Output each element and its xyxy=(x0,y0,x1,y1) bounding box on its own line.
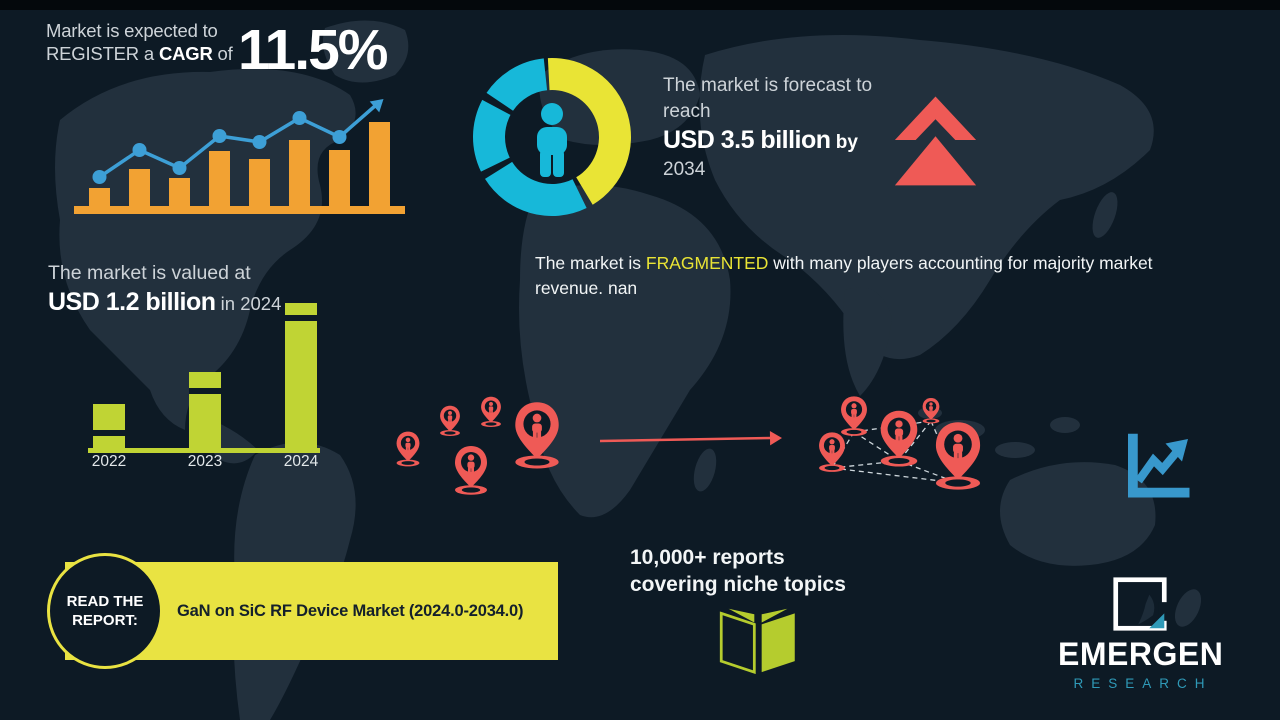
value-bar-stripe xyxy=(285,315,317,321)
top-border-strip xyxy=(0,0,1280,10)
trend-dot xyxy=(132,143,147,157)
person-icon xyxy=(537,103,567,177)
forecast-intro: The market is forecast to reach xyxy=(663,75,873,122)
value-chart-baseline xyxy=(88,448,320,453)
donut-segments xyxy=(473,58,631,216)
market-value-bar-chart: 2022 2023 2024 xyxy=(88,296,338,474)
donut-segment xyxy=(486,58,548,111)
forecast-section: The market is forecast to reach USD 3.5 … xyxy=(663,73,913,181)
value-bar-stripe xyxy=(189,388,221,394)
cagr-caption-line1: Market is expected to xyxy=(46,20,218,41)
trend-bar xyxy=(129,169,150,206)
donut-segment xyxy=(473,99,511,172)
valuation-suffix: in 2024 xyxy=(215,293,282,314)
reports-line1: 10,000+ reports xyxy=(630,546,785,569)
logo-subtitle: RESEARCH xyxy=(1073,676,1213,691)
value-year-label: 2024 xyxy=(283,453,319,470)
trend-arrowhead xyxy=(369,99,384,113)
donut-segment xyxy=(485,161,587,216)
cagr-value: 11.5% xyxy=(238,18,388,82)
read-report-badge[interactable]: READ THE REPORT: xyxy=(47,553,163,669)
trend-bar xyxy=(209,151,230,206)
trend-dot xyxy=(332,130,347,144)
cagr-caption-line2-post: of xyxy=(212,42,233,64)
forecast-by: by xyxy=(830,132,858,154)
value-bar xyxy=(285,303,317,448)
trend-baseline xyxy=(74,206,405,214)
value-bar xyxy=(189,372,221,448)
cagr-caption-line2-bold: CAGR xyxy=(158,42,213,64)
fragmented-post: with many players accounting for majorit… xyxy=(535,252,1153,298)
cagr-section: Market is expected to REGISTER a CAGR of… xyxy=(46,18,388,82)
cagr-caption: Market is expected to REGISTER a CAGR of xyxy=(46,20,238,65)
trend-dot xyxy=(212,129,227,143)
trend-dot xyxy=(292,111,307,125)
value-year-label: 2022 xyxy=(91,453,127,470)
fragmented-statement: The market is FRAGMENTED with many playe… xyxy=(535,251,1215,302)
trend-bar xyxy=(89,188,110,206)
fragmented-highlight: FRAGMENTED xyxy=(645,252,769,273)
trend-dot xyxy=(92,170,107,184)
read-report-label: READ THE REPORT: xyxy=(66,592,144,630)
reports-count-section: 10,000+ reports covering niche topics xyxy=(630,545,846,599)
fragmented-pre: The market is xyxy=(535,252,646,273)
trend-bar xyxy=(369,122,390,206)
trend-bar xyxy=(249,159,270,206)
trend-dot xyxy=(252,135,267,149)
cagr-caption-line2-pre: REGISTER a xyxy=(46,42,159,64)
market-share-donut-chart xyxy=(473,58,631,216)
double-up-arrow-icon xyxy=(894,96,977,186)
forecast-value: USD 3.5 billion xyxy=(663,126,831,155)
valuation-intro: The market is valued at xyxy=(48,262,251,284)
trend-bar xyxy=(169,178,190,206)
valuation-value: USD 1.2 billion xyxy=(48,288,216,316)
valuation-section: The market is valued at USD 1.2 billion … xyxy=(48,262,281,317)
logo-name: EMERGEN xyxy=(1058,636,1224,672)
value-bar xyxy=(93,404,125,448)
forecast-year: 2034 xyxy=(663,159,706,181)
trend-dot xyxy=(172,161,187,175)
brand-logo: EMERGEN RESEARCH xyxy=(1058,576,1224,691)
valuation-value-line: USD 1.2 billion in 2024 xyxy=(48,288,281,317)
trend-bar xyxy=(289,140,310,206)
logo-mark-icon xyxy=(1113,577,1168,631)
forecast-value-line: USD 3.5 billion by xyxy=(663,126,913,155)
report-banner-label: GaN on SiC RF Device Market (2024.0-2034… xyxy=(177,601,524,620)
trend-bar xyxy=(329,150,350,206)
reports-line2: covering niche topics xyxy=(630,572,846,596)
open-book-icon xyxy=(719,608,795,674)
cagr-trend-chart xyxy=(74,95,410,221)
growth-chart-icon xyxy=(1128,433,1190,498)
value-year-label: 2023 xyxy=(187,453,223,470)
trend-line xyxy=(92,99,384,184)
value-bar-stripe xyxy=(93,430,125,436)
donut-segment xyxy=(547,58,631,205)
